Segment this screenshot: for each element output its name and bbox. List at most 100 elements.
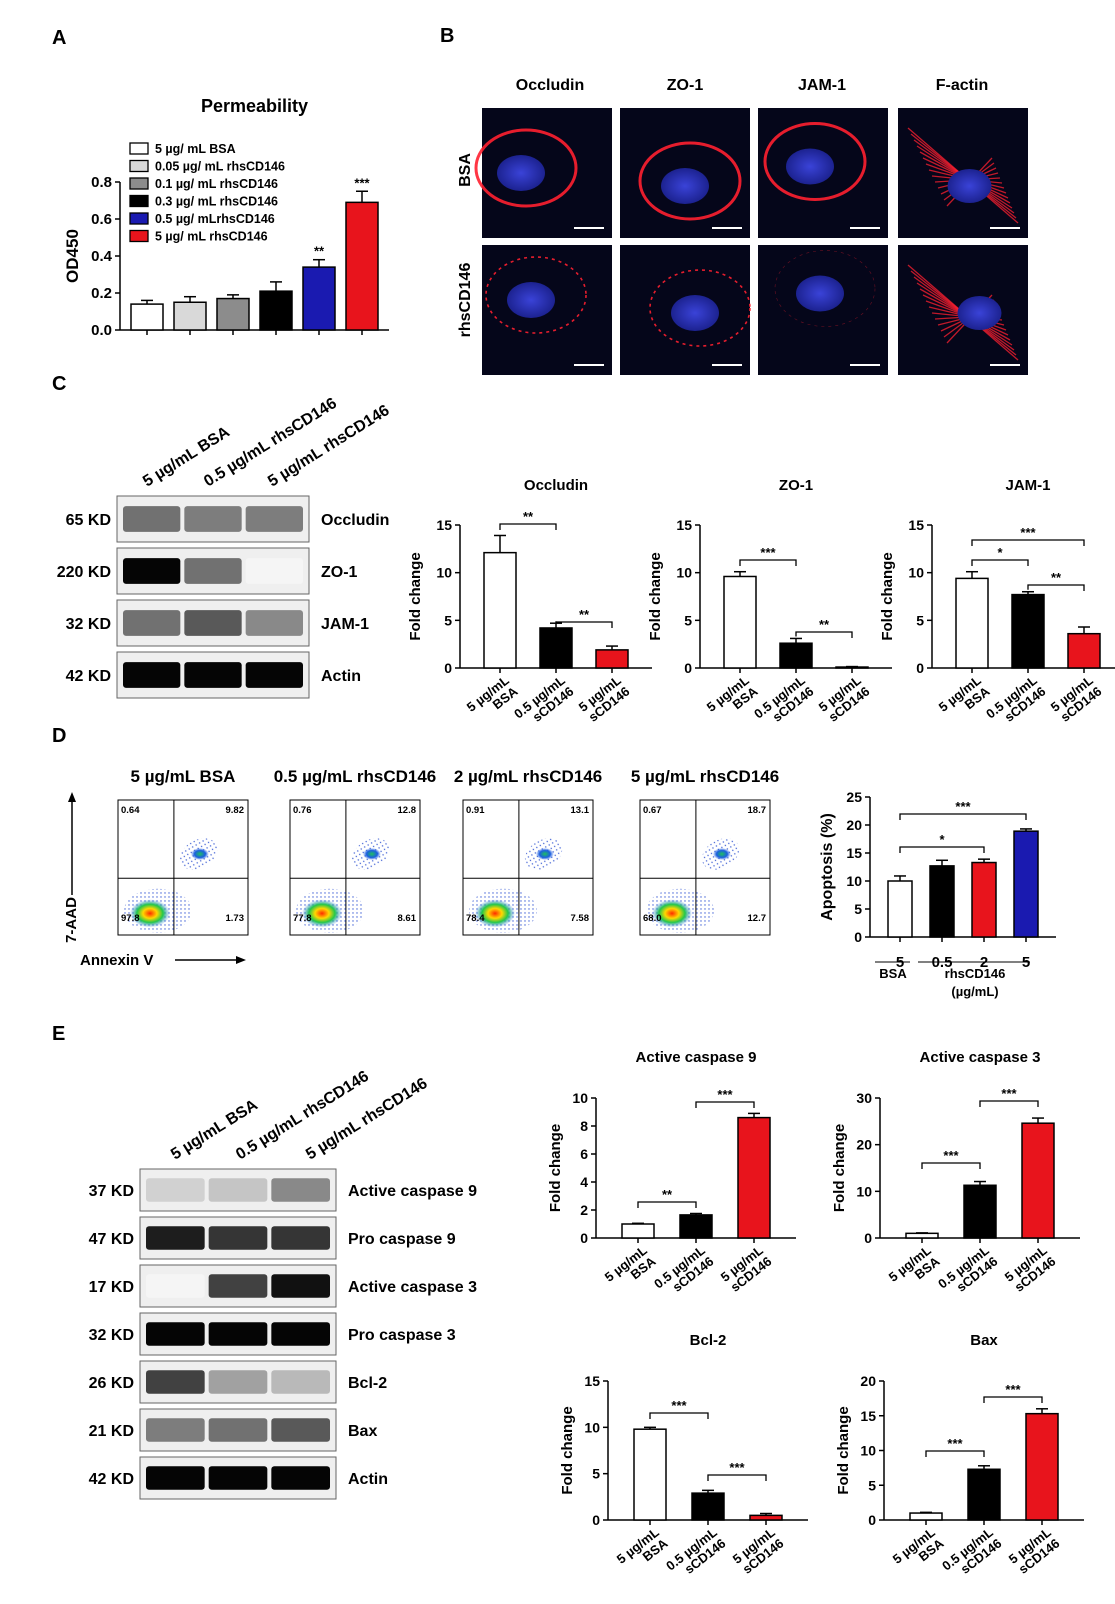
y-axis-label-7aad: 7-AAD [63, 897, 80, 943]
blot-row: 26 KD Bcl-2 [89, 1360, 387, 1404]
bar [621, 1223, 655, 1239]
x-tick-label: 5 µg/mLsCD146 [730, 1525, 787, 1578]
protein-band [208, 1370, 268, 1394]
significance-label: *** [1020, 525, 1036, 540]
micrograph [474, 108, 612, 238]
y-tick-label: 0.8 [91, 174, 112, 191]
chart-title: Bcl-2 [690, 1332, 727, 1349]
significance-bracket [499, 523, 557, 530]
significance-bracket [983, 1396, 1043, 1403]
y-tick-label: 0.2 [91, 285, 112, 302]
bar [909, 1512, 943, 1521]
blot-row: 17 KD Active caspase 3 [89, 1264, 477, 1308]
y-tick-label: 0 [592, 1512, 600, 1528]
legend-swatch [129, 212, 149, 225]
molecular-weight-label: 220 KD [57, 564, 111, 581]
protein-band [184, 610, 242, 636]
molecular-weight-label: 26 KD [89, 1375, 134, 1392]
micrograph [620, 108, 750, 238]
quadrant-value: 9.82 [226, 805, 245, 816]
bar [835, 666, 869, 669]
significance-label: ** [819, 617, 830, 632]
y-axis-label: Fold change [831, 1124, 848, 1212]
protein-band [208, 1274, 268, 1298]
protein-band [245, 662, 303, 688]
legend-label: 5 µg/ mL rhsCD146 [155, 230, 268, 244]
protein-band [208, 1418, 268, 1442]
molecular-weight-label: 42 KD [89, 1471, 134, 1488]
x-tick-label: 0.5 µg/mLsCD146 [939, 1525, 1004, 1585]
protein-name: JAM-1 [321, 616, 369, 633]
significance-stars: *** [354, 175, 370, 190]
protein-band [208, 1322, 268, 1346]
bar [130, 303, 164, 331]
x-tick-label: 5 µg/mLsCD146 [1006, 1525, 1063, 1578]
bar [737, 1116, 771, 1239]
blot-row: 42 KD Actin [66, 651, 361, 699]
significance-bracket [921, 1162, 981, 1169]
bar [963, 1184, 997, 1239]
protein-band [271, 1274, 330, 1298]
quadrant-value: 0.67 [643, 805, 662, 816]
y-tick-label: 5 [868, 1477, 876, 1493]
chart-title: JAM-1 [1005, 477, 1050, 494]
y-tick-label: 5 [592, 1466, 600, 1482]
quadrant-value: 78.4 [466, 913, 485, 924]
quadrant-value: 18.7 [748, 805, 767, 816]
y-tick-label: 0 [854, 929, 862, 945]
y-tick-label: 6 [580, 1146, 588, 1162]
membrane-stain [485, 256, 587, 334]
protein-name: Actin [348, 1471, 388, 1488]
significance-bracket [695, 1101, 755, 1108]
x-tick-label: 5 µg/mLBSA [614, 1524, 671, 1578]
y-tick-label: 20 [856, 1137, 872, 1153]
legend-swatch [129, 229, 149, 243]
legend-label: 0.3 µg/ mL rhsCD146 [155, 195, 278, 209]
y-tick-label: 8 [580, 1118, 588, 1134]
blot-row: 32 KD Pro caspase 3 [89, 1312, 456, 1356]
event-density-core [362, 848, 381, 860]
significance-label: * [939, 832, 945, 847]
bar [302, 266, 336, 331]
group-label-rhscd146: rhsCD146 [945, 966, 1006, 981]
micrograph [758, 245, 888, 375]
x-tick-label: 0.5 µg/mLsCD146 [651, 1243, 716, 1303]
quadrant-value: 0.64 [121, 805, 140, 816]
bar [1025, 1412, 1059, 1521]
y-axis-label: Fold change [879, 552, 896, 640]
x-tick-label: 0.5 µg/mLsCD146 [511, 673, 576, 733]
significance-bracket [649, 1412, 709, 1419]
significance-bracket [637, 1201, 697, 1208]
bar [691, 1492, 725, 1521]
nucleus [497, 155, 545, 191]
protein-band [245, 610, 303, 636]
event-density-core [712, 848, 731, 860]
micrograph [898, 108, 1028, 238]
micrograph [620, 245, 751, 375]
legend-swatch [129, 177, 149, 190]
protein-band [146, 1370, 205, 1394]
col-label-jam1: JAM-1 [798, 77, 846, 94]
significance-label: *** [943, 1148, 959, 1163]
significance-bracket [555, 621, 613, 628]
protein-band [146, 1322, 205, 1346]
y-tick-label: 0 [864, 1230, 872, 1246]
flow-plot-title: 5 µg/mL BSA [131, 767, 236, 786]
protein-band [123, 506, 181, 532]
quadrant-value: 0.76 [293, 805, 312, 816]
significance-label: *** [729, 1460, 745, 1475]
bar [955, 577, 989, 669]
significance-bracket [899, 846, 985, 853]
protein-name: ZO-1 [321, 564, 358, 581]
y-axis-label: Fold change [559, 1406, 576, 1494]
bar [1021, 1122, 1055, 1239]
apoptosis-group-labels: BSA rhsCD146 (µg/mL) [875, 961, 1030, 999]
bar [345, 201, 379, 331]
significance-bracket [971, 539, 1085, 546]
molecular-weight-label: 42 KD [66, 668, 111, 685]
x-tick-label: 5 µg/mLBSA [602, 1242, 659, 1296]
